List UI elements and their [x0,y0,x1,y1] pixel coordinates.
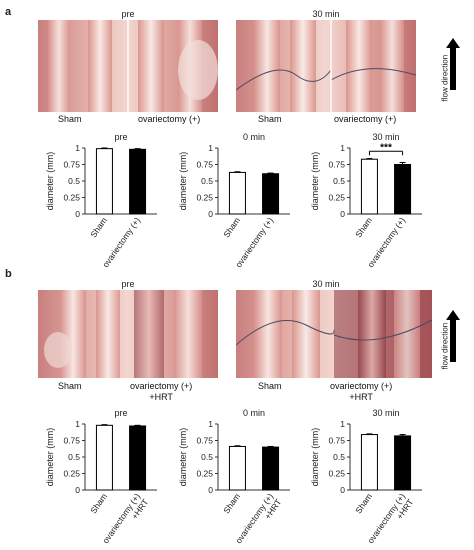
flow-arrow-a-shaft [450,48,456,90]
chart-2-category-1: Sham [221,215,242,239]
photo-caption-a-3: Sham [258,114,282,124]
chart-5-category-line: Sham [221,491,242,515]
chart-6-bar-1 [360,434,378,491]
micrograph-b-30min [236,290,432,378]
chart-6-category-2: ovariectomy (+)+HRT [365,491,415,550]
chart-5-category-2: ovariectomy (+)+HRT [233,491,283,550]
chart-2-ytick-label: 0 [208,209,213,219]
photo-title-pre-b: pre [121,279,135,289]
photo-caption-b-2: ovariectomy (+) +HRT [130,381,193,402]
chart-4-ytick-label: 0.75 [63,436,80,446]
chart-6-category-line: Sham [353,491,374,515]
chart-1-bar-1 [95,148,113,215]
micrograph-a-30min [236,20,416,112]
chart-4-bar-2 [129,425,147,491]
panel-label-a: a [5,6,12,18]
chart-3-category-line: Sham [353,215,374,239]
chart-6-ylabel: diameter (mm) [310,428,320,487]
chart-2-category-line: Sham [221,215,242,239]
chart-1-ytick-label: 0.5 [68,176,80,186]
chart-2-ytick-label: 1 [208,143,213,153]
chart-4-bar-1 [95,424,113,491]
photo-caption-b-1: Sham [58,381,82,391]
photo-caption-a-2: ovariectomy (+) [138,114,201,124]
chart-4-category-2: ovariectomy (+)+HRT [100,491,150,550]
chart-3-ytick-label: 0 [340,209,345,219]
micrograph-b-pre [38,290,218,378]
chart-5-category-1: Sham [221,491,242,515]
chart-6-title: 30 min [372,408,399,418]
photo-caption-b-3: Sham [258,381,282,391]
chart-2-bar-1 [228,171,246,215]
chart-3-significance: *** [380,142,392,153]
flow-arrow-b-shaft [450,320,456,362]
chart-2-ytick-label: 0.5 [201,176,213,186]
photo-caption-b-4: ovariectomy (+) +HRT [330,381,393,402]
chart-1-category-1: Sham [88,215,109,239]
flow-arrow-b-icon [446,310,460,320]
chart-6-ytick-label: 0 [340,485,345,495]
chart-5-ytick-label: 1 [208,419,213,429]
chart-4-ytick-label: 0.5 [68,452,80,462]
chart-6-ytick-label: 0.75 [328,436,345,446]
chart-4-ytick-label: 0 [75,485,80,495]
photo-title-30min-b: 30 min [312,279,340,289]
chart-6-ytick-label: 1 [340,419,345,429]
chart-1-ytick-label: 0.25 [63,193,80,203]
chart-1-title: pre [114,132,127,142]
chart-6-ytick-label: 0.25 [328,469,345,479]
chart-5-ytick-label: 0 [208,485,213,495]
chart-5-ytick-label: 0.5 [201,452,213,462]
chart-1-bar-2 [129,148,147,215]
chart-4-title: pre [114,408,127,418]
panel-label-b: b [5,268,12,280]
micrograph-a-pre [38,20,218,112]
chart-2-ylabel: diameter (mm) [178,152,188,211]
photo-caption-a-1: Sham [58,114,82,124]
photo-caption-a-4: ovariectomy (+) [334,114,397,124]
chart-5-title: 0 min [243,408,265,418]
chart-1-ytick-label: 1 [75,143,80,153]
chart-1-ytick-label: 0 [75,209,80,219]
photo-title-30min: 30 min [312,9,340,19]
chart-2-bar-2 [262,173,280,215]
chart-1-ylabel: diameter (mm) [45,152,55,211]
chart-3-bar-2 [394,164,412,215]
chart-3-ylabel: diameter (mm) [310,152,320,211]
chart-3-bar-1 [360,158,378,215]
chart-3-category-1: Sham [353,215,374,239]
chart-4-category-1: Sham [88,491,109,515]
chart-1-ytick-label: 0.75 [63,160,80,170]
photo-title-pre: pre [121,9,135,19]
chart-5-ytick-label: 0.75 [196,436,213,446]
chart-1-category-line: Sham [88,215,109,239]
chart-3-ytick-label: 0.75 [328,160,345,170]
flow-arrow-a-icon [446,38,460,48]
chart-6-category-1: Sham [353,491,374,515]
chart-2-ytick-label: 0.25 [196,193,213,203]
chart-6-bar-2 [394,435,412,491]
chart-4-ytick-label: 1 [75,419,80,429]
chart-5-ytick-label: 0.25 [196,469,213,479]
chart-4-category-line: Sham [88,491,109,515]
chart-4-ylabel: diameter (mm) [45,428,55,487]
chart-4-ytick-label: 0.25 [63,469,80,479]
chart-2-ytick-label: 0.75 [196,160,213,170]
chart-5-bar-2 [262,446,280,491]
chart-5-bar-1 [228,445,246,491]
chart-2-title: 0 min [243,132,265,142]
chart-3-ytick-label: 1 [340,143,345,153]
chart-3-ytick-label: 0.5 [333,176,345,186]
chart-3-title: 30 min [372,132,399,142]
chart-6-ytick-label: 0.5 [333,452,345,462]
chart-5-ylabel: diameter (mm) [178,428,188,487]
chart-3-ytick-label: 0.25 [328,193,345,203]
